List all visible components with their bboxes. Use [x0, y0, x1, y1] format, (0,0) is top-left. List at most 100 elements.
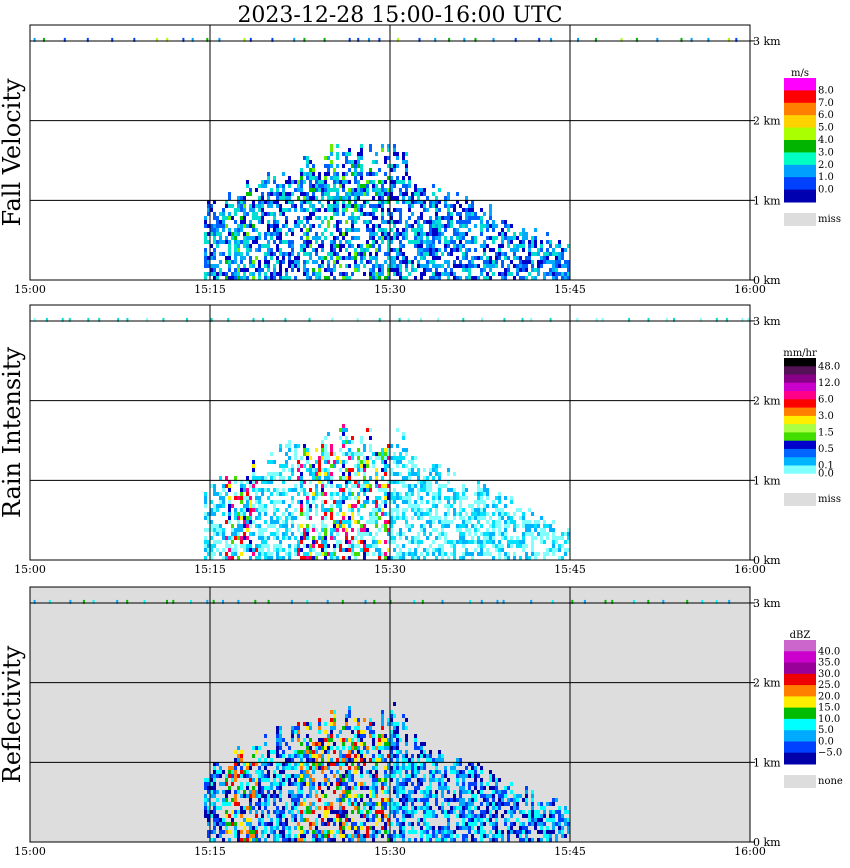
reflectivity-clutter-cell: [551, 599, 554, 604]
fall-velocity-echo-cell: [399, 220, 402, 224]
reflectivity-echo-cell: [318, 814, 321, 818]
rain-intensity-echo-cell: [222, 512, 225, 516]
rain-intensity-echo-cell: [342, 492, 345, 496]
rain-intensity-clutter-cell: [595, 317, 598, 322]
reflectivity-echo-cell: [537, 802, 540, 806]
reflectivity-echo-cell: [324, 806, 327, 810]
fall-velocity-echo-cell: [345, 208, 348, 212]
rain-intensity-echo-cell: [219, 540, 222, 544]
rain-intensity-echo-cell: [273, 508, 276, 512]
fall-velocity-echo-cell: [396, 236, 399, 240]
rain-intensity-echo-cell: [345, 452, 348, 456]
rain-intensity-echo-cell: [324, 536, 327, 540]
rain-intensity-echo-cell: [297, 500, 300, 504]
fall-velocity-echo-cell: [453, 228, 456, 232]
fall-velocity-echo-cell: [303, 192, 306, 196]
rain-intensity-echo-cell: [414, 472, 417, 476]
fall-velocity-echo-cell: [219, 220, 222, 224]
rain-intensity-echo-cell: [405, 496, 408, 500]
rain-intensity-echo-cell: [210, 524, 213, 528]
reflectivity-echo-cell: [342, 754, 345, 758]
fall-velocity-echo-cell: [459, 264, 462, 268]
rain-intensity-echo-cell: [450, 552, 453, 556]
reflectivity-echo-cell: [288, 746, 291, 750]
reflectivity-echo-cell: [348, 778, 351, 782]
fall-velocity-echo-cell: [384, 220, 387, 224]
fall-velocity-echo-cell: [375, 188, 378, 192]
reflectivity-echo-cell: [555, 810, 558, 814]
reflectivity-echo-cell: [474, 814, 477, 818]
reflectivity-echo-cell: [507, 802, 510, 806]
fall-velocity-echo-cell: [306, 252, 309, 256]
fall-velocity-echo-cell: [555, 260, 558, 264]
reflectivity-echo-cell: [351, 778, 354, 782]
rain-intensity-echo-cell: [477, 508, 480, 512]
fall-velocity-echo-cell: [480, 272, 483, 276]
reflectivity-echo-cell: [414, 838, 417, 842]
reflectivity-echo-cell: [483, 834, 486, 838]
rain-intensity-echo-cell: [249, 480, 252, 484]
fall-velocity-echo-cell: [255, 268, 258, 272]
reflectivity-echo-cell: [330, 806, 333, 810]
rain-intensity-echo-cell: [294, 444, 297, 448]
fall-velocity-echo-cell: [390, 196, 393, 200]
reflectivity-echo-cell: [291, 802, 294, 806]
rain-intensity-echo-cell: [318, 460, 321, 464]
rain-intensity-legend-swatch: [784, 465, 816, 475]
reflectivity-echo-cell: [426, 794, 429, 798]
fall-velocity-echo-cell: [477, 256, 480, 260]
reflectivity-echo-cell: [483, 830, 486, 834]
reflectivity-echo-cell: [267, 802, 270, 806]
reflectivity-ytick: 2 km: [753, 677, 781, 690]
fall-velocity-echo-cell: [537, 272, 540, 276]
rain-intensity-echo-cell: [378, 456, 381, 460]
rain-intensity-echo-cell: [375, 504, 378, 508]
fall-velocity-clutter-cell: [133, 37, 136, 42]
fall-velocity-echo-cell: [372, 232, 375, 236]
rain-intensity-echo-cell: [444, 516, 447, 520]
fall-velocity-legend-swatch: [784, 78, 816, 91]
fall-velocity-echo-cell: [348, 216, 351, 220]
rain-intensity-echo-cell: [525, 528, 528, 532]
reflectivity-echo-cell: [510, 810, 513, 814]
rain-intensity-echo-cell: [417, 504, 420, 508]
rain-intensity-echo-cell: [510, 496, 513, 500]
reflectivity-echo-cell: [402, 830, 405, 834]
fall-velocity-echo-cell: [309, 244, 312, 248]
reflectivity-echo-cell: [306, 794, 309, 798]
rain-intensity-plot-area: [29, 304, 751, 561]
reflectivity-echo-cell: [219, 830, 222, 834]
reflectivity-echo-cell: [501, 838, 504, 842]
rain-intensity-echo-cell: [432, 464, 435, 468]
reflectivity-echo-cell: [462, 834, 465, 838]
reflectivity-echo-cell: [228, 838, 231, 842]
reflectivity-echo-cell: [423, 794, 426, 798]
reflectivity-echo-cell: [306, 774, 309, 778]
reflectivity-echo-cell: [516, 794, 519, 798]
rain-intensity-echo-cell: [525, 532, 528, 536]
rain-intensity-echo-cell: [504, 528, 507, 532]
rain-intensity-echo-cell: [207, 520, 210, 524]
fall-velocity-echo-cell: [321, 264, 324, 268]
rain-intensity-echo-cell: [228, 520, 231, 524]
reflectivity-echo-cell: [558, 826, 561, 830]
reflectivity-echo-cell: [525, 838, 528, 842]
rain-intensity-echo-cell: [342, 472, 345, 476]
fall-velocity-echo-cell: [504, 232, 507, 236]
reflectivity-echo-cell: [381, 718, 384, 722]
reflectivity-echo-cell: [339, 814, 342, 818]
fall-velocity-echo-cell: [555, 256, 558, 260]
reflectivity-echo-cell: [267, 790, 270, 794]
reflectivity-echo-cell: [246, 770, 249, 774]
reflectivity-echo-cell: [270, 758, 273, 762]
reflectivity-echo-cell: [513, 810, 516, 814]
reflectivity-echo-cell: [510, 822, 513, 826]
reflectivity-xtick: 15:00: [14, 845, 46, 858]
reflectivity-echo-cell: [276, 746, 279, 750]
rain-intensity-echo-cell: [210, 556, 213, 560]
reflectivity-echo-cell: [516, 802, 519, 806]
fall-velocity-echo-cell: [498, 272, 501, 276]
rain-intensity-clutter-cell: [725, 317, 728, 322]
rain-intensity-echo-cell: [321, 444, 324, 448]
reflectivity-echo-cell: [495, 802, 498, 806]
